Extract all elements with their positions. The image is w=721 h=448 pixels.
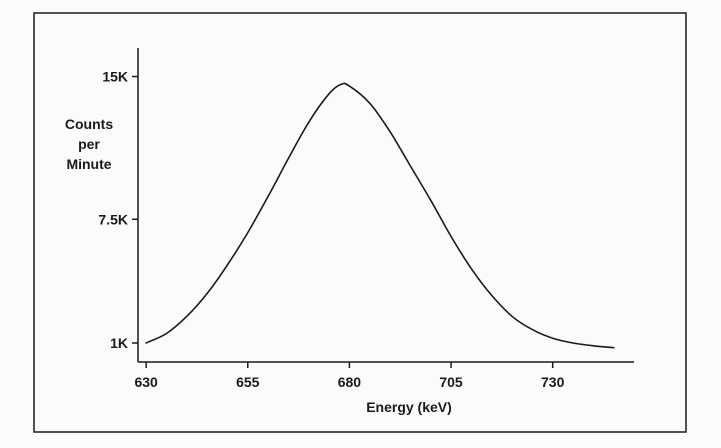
figure-border <box>33 12 687 433</box>
y-tick-label-7500: 7.5K <box>98 211 128 227</box>
y-tick-label-15000: 15K <box>102 69 128 85</box>
y-axis-title-line-1: Counts <box>65 116 113 132</box>
x-tick-label-705: 705 <box>439 374 463 390</box>
x-tick-label-730: 730 <box>541 374 565 390</box>
y-axis-title-line-2: per <box>78 136 100 152</box>
x-tick-label-680: 680 <box>338 374 362 390</box>
axis-ticks: 630 655 680 705 730 1K 7.5K 15K <box>98 69 564 390</box>
y-axis-title-line-3: Minute <box>66 156 111 172</box>
x-axis-title: Energy (keV) <box>366 399 452 415</box>
x-tick-label-655: 655 <box>236 374 260 390</box>
y-axis-title: Counts per Minute <box>65 116 113 172</box>
x-tick-label-630: 630 <box>134 374 158 390</box>
y-tick-label-1000: 1K <box>110 335 128 351</box>
series-curve <box>145 82 615 349</box>
